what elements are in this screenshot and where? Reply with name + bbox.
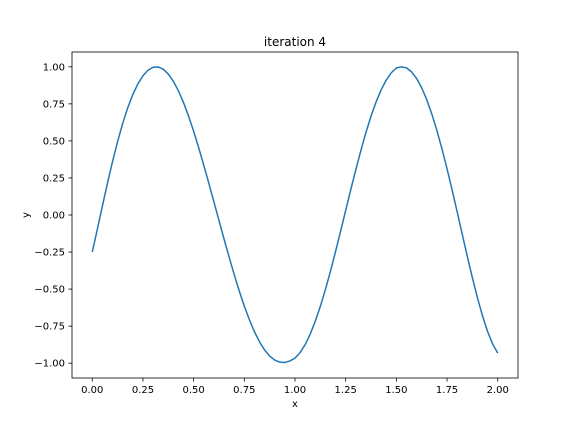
x-tick-label: 1.25: [335, 385, 357, 396]
x-axis-label: x: [292, 399, 298, 410]
y-tick-label: 0.25: [43, 173, 65, 184]
y-axis-label: y: [21, 212, 32, 218]
y-tick-label: −0.50: [34, 285, 65, 296]
y-tick-label: −0.75: [34, 322, 65, 333]
y-axis-ticks: −1.00 −0.75 −0.50 −0.25 0.00 0.25 0.50 0.75 1.00: [34, 62, 72, 370]
x-tick-label: 1.00: [284, 385, 306, 396]
chart-title: iteration 4: [264, 35, 326, 49]
y-tick-label: −1.00: [34, 359, 65, 370]
y-tick-label: 0.00: [43, 211, 65, 222]
plot-frame: [71, 51, 519, 379]
x-tick-label: 0.00: [81, 385, 103, 396]
y-tick-label: 0.50: [43, 136, 65, 147]
x-tick-label: 1.50: [385, 385, 407, 396]
y-tick-label: 0.75: [43, 99, 65, 110]
x-tick-label: 2.00: [487, 385, 509, 396]
x-tick-label: 0.75: [233, 385, 255, 396]
plot-area: [72, 52, 518, 378]
x-axis-ticks: 0.00 0.25 0.50 0.75 1.00 1.25 1.50 1.75 2.00: [81, 378, 509, 396]
y-tick-label: −0.25: [34, 248, 65, 259]
y-tick-label: 1.00: [43, 62, 65, 73]
series-line: [91, 66, 499, 364]
x-tick-label: 1.75: [436, 385, 458, 396]
x-tick-label: 0.50: [183, 385, 205, 396]
x-tick-label: 0.25: [132, 385, 154, 396]
